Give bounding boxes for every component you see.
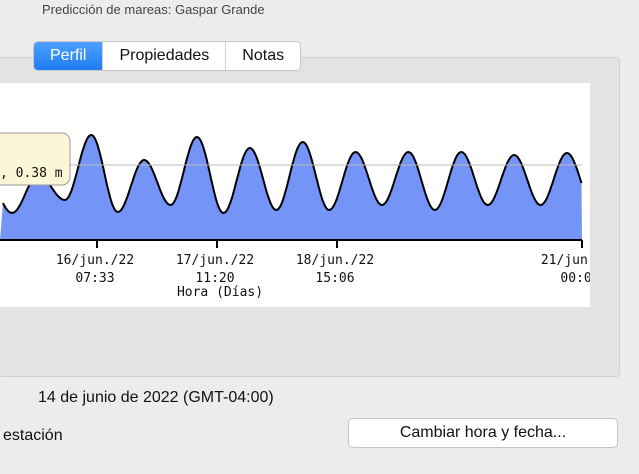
change-date-button[interactable]: Cambiar hora y fecha... <box>348 418 618 448</box>
tab[interactable]: Propiedades <box>103 42 227 70</box>
tooltip-text: , 0.38 m <box>0 166 63 181</box>
x-tick-label: 18/jun./22 <box>296 253 374 268</box>
x-axis-label: Hora (Días) <box>177 285 263 300</box>
tab[interactable]: Perfil <box>34 42 104 70</box>
x-tick-label: 21/jun./22 <box>541 253 590 268</box>
x-tick-label: 17/jun./22 <box>176 253 254 268</box>
x-tick-label: 07:33 <box>75 271 114 286</box>
chart: , 0.38 m 16/jun./22 07:33 17/jun./22 11:20 18… <box>0 83 590 307</box>
tide-line <box>2 133 583 215</box>
x-tick-label: 16/jun./22 <box>56 253 134 268</box>
x-tick-label: 00:00 <box>560 271 590 286</box>
tab[interactable]: Notas <box>242 47 285 64</box>
window-title: Predicción de mareas: Gaspar Grande <box>42 2 265 17</box>
x-tick-label: 15:06 <box>315 271 354 286</box>
station-label: estación <box>3 427 63 444</box>
tooltip <box>0 132 71 186</box>
tab-bar: Perfil Propiedades Notas <box>33 41 302 71</box>
x-tick-label: 11:20 <box>195 271 234 286</box>
date-label: 14 de junio de 2022 (GMT-04:00) <box>38 389 274 406</box>
